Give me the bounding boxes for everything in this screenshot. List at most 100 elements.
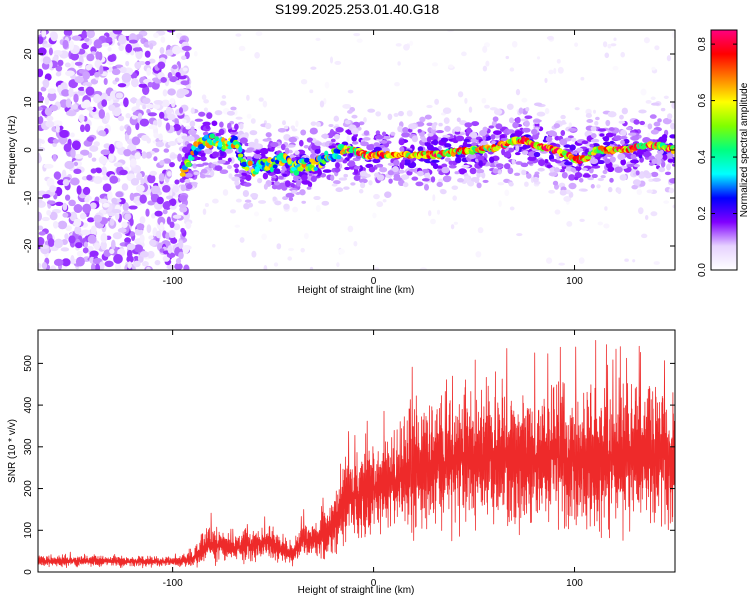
spectrogram-cell <box>347 89 354 94</box>
spectrogram-cell <box>165 195 174 200</box>
spectrogram-cell <box>149 170 158 176</box>
spectrogram-cell <box>215 132 222 137</box>
spectrogram-cell <box>607 43 612 49</box>
spectrogram-cell <box>178 240 184 249</box>
spectrogram-cell <box>567 135 574 139</box>
spectrogram-cell <box>133 260 141 268</box>
spectrogram-cell <box>94 71 100 78</box>
spectrogram-cell <box>238 45 246 52</box>
spectrogram-cell <box>375 163 384 168</box>
spectrogram-cell <box>334 133 341 140</box>
spectrogram-cell <box>239 179 245 183</box>
spectrogram-cell <box>530 128 538 135</box>
spectrogram-cell <box>604 206 608 211</box>
spectrogram-cell <box>189 120 196 127</box>
spectrogram-cell <box>553 67 557 74</box>
spectrogram-cell <box>655 153 663 160</box>
spectrogram-cell <box>258 97 264 102</box>
spectrogram-cell <box>356 38 363 43</box>
spectrogram-cell <box>362 137 371 141</box>
spectrogram-cell <box>245 174 252 181</box>
spectrogram-cell <box>579 218 585 223</box>
spectrogram-cell <box>40 244 49 249</box>
spectrogram-cell <box>453 221 458 225</box>
spectrogram-cell <box>630 135 640 141</box>
spectrogram-cell <box>169 204 177 210</box>
spectrogram-cell <box>635 170 640 176</box>
spectrogram-cell <box>427 132 434 137</box>
spectrogram-cell <box>165 49 174 57</box>
spectrogram-cell <box>292 206 299 213</box>
spectrogram-cell <box>298 139 304 147</box>
spectrogram-cell <box>398 139 405 146</box>
spectrogram-cell <box>173 223 181 231</box>
spectrogram-cell <box>545 136 553 142</box>
spectrogram-cell <box>671 31 675 39</box>
spectrogram-cell <box>115 92 124 99</box>
spectrogram-cell <box>41 262 48 270</box>
spectrogram-cell <box>100 233 108 243</box>
spectrogram-cell <box>75 256 85 267</box>
spectrogram-cell <box>426 122 433 127</box>
spectrogram-cell <box>409 40 414 46</box>
spectrogram-cell <box>243 182 252 187</box>
spectrogram-cell <box>179 172 186 177</box>
spectrogram-cell <box>98 155 108 165</box>
spectrogram-cell <box>670 122 675 130</box>
spectrogram-cell <box>261 233 267 241</box>
spectrogram-cell <box>607 186 613 193</box>
spectrogram-cell <box>98 198 108 204</box>
spectrogram-cell <box>553 123 561 129</box>
spectrogram-cell <box>411 176 419 181</box>
spectrogram-cell <box>384 191 392 199</box>
spectrogram-cell <box>505 55 510 60</box>
spectrogram-cell <box>335 162 340 169</box>
spectrogram-cell <box>458 154 466 158</box>
spectrogram-cell <box>135 122 140 131</box>
spectrogram-cell <box>330 174 335 181</box>
spectrogram-cell <box>347 225 354 233</box>
spectrogram-cell <box>651 66 656 71</box>
spectrogram-cell <box>181 45 192 51</box>
spectrogram-cell <box>95 51 101 60</box>
spectrogram-cell <box>153 132 160 139</box>
spectrogram-cell <box>563 195 572 202</box>
spectrogram-cell <box>672 163 675 167</box>
spectrogram-cell <box>57 59 64 67</box>
spectrogram-cell <box>479 129 488 137</box>
spectrogram-cell <box>424 114 432 120</box>
spectrogram-cell <box>61 169 67 178</box>
spectrogram-cell <box>94 59 102 69</box>
spectrogram-cell <box>159 46 165 55</box>
spectrogram-cell <box>55 71 62 77</box>
spectrogram-cell <box>315 37 321 41</box>
spectrogram-cell <box>171 64 178 70</box>
spectrogram-cell <box>127 261 132 269</box>
spectrogram-cell <box>124 237 132 244</box>
spectrogram-cell <box>280 143 286 151</box>
spectrogram-cell <box>324 81 330 89</box>
spectrogram-cell <box>204 202 209 208</box>
spectrogram-cell <box>475 251 482 258</box>
spectrogram-cell <box>301 179 311 185</box>
spectrogram-cell <box>214 136 220 141</box>
spectrogram-cell <box>38 153 41 163</box>
spectrogram-cell <box>74 61 83 66</box>
spectrogram-cell <box>390 131 396 136</box>
spectrogram-cell <box>141 261 149 267</box>
spectrogram-cell <box>334 167 341 173</box>
spectrogram-cell <box>626 163 635 167</box>
spectrogram-cell <box>65 70 75 77</box>
spectrogram-cell <box>230 106 237 111</box>
spectrogram-cell <box>83 241 89 248</box>
spectrogram-cell <box>177 153 183 162</box>
spectrogram-cell <box>38 236 45 246</box>
spectrogram-cell <box>651 158 658 165</box>
spectrogram-cell <box>100 149 111 156</box>
spectrogram-cell <box>178 251 184 260</box>
spectrogram-cell <box>212 151 219 158</box>
spectrogram-cell <box>40 86 47 92</box>
spectrogram-cell <box>111 209 122 214</box>
spectrogram-cell <box>448 164 457 169</box>
spectrogram-cell <box>379 140 388 144</box>
